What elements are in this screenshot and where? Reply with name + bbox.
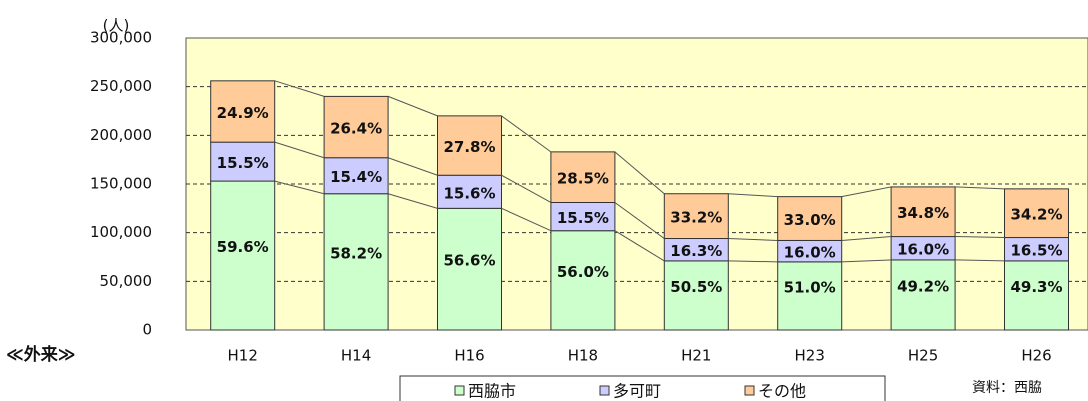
- bar-segment: [437, 115, 502, 176]
- connector-line: [274, 80, 325, 97]
- x-tick-label: H14: [341, 347, 371, 365]
- bar-segment: [890, 186, 956, 238]
- bar-segment: [437, 174, 502, 209]
- connector-line: [274, 141, 325, 159]
- connector-line: [841, 186, 892, 198]
- share-label: 33.0%: [784, 211, 836, 229]
- connector-line: [614, 202, 665, 239]
- connector-line: [614, 230, 665, 262]
- share-label: 49.2%: [897, 277, 949, 295]
- share-label: 33.2%: [670, 209, 722, 227]
- bar-segment: [437, 207, 502, 331]
- legend: [399, 375, 886, 401]
- share-label: 34.2%: [1010, 206, 1062, 224]
- share-label: 34.8%: [897, 204, 949, 222]
- share-label: 16.0%: [897, 241, 949, 259]
- bar-segment: [323, 95, 389, 159]
- share-label: 24.9%: [217, 104, 269, 122]
- share-label: 50.5%: [670, 278, 722, 296]
- x-tick-label: H25: [908, 347, 938, 365]
- x-tick-label: H18: [568, 347, 598, 365]
- share-label: 26.4%: [330, 120, 382, 138]
- bar-segment: [550, 201, 616, 232]
- bar-segment: [550, 151, 616, 203]
- y-tick-label: 0: [142, 321, 152, 339]
- share-label: 15.6%: [443, 184, 495, 202]
- y-tick-label: 50,000: [100, 272, 153, 290]
- legend-swatch: [454, 385, 465, 396]
- connector-line: [955, 236, 1005, 239]
- bar-segment: [323, 157, 389, 195]
- bar-segment: [323, 193, 389, 331]
- connector-line: [841, 236, 892, 241]
- source: 資料：西脇: [972, 380, 1042, 396]
- bar-segment: [663, 193, 729, 240]
- share-label: 49.3%: [1010, 278, 1062, 296]
- connector-line: [614, 151, 665, 195]
- legend-label: 西脇市: [468, 382, 516, 401]
- share-label: 51.0%: [784, 278, 836, 296]
- bar-segment: [777, 261, 843, 331]
- bar-segment: [663, 260, 729, 331]
- bar-segment: [777, 196, 843, 241]
- share-label: 56.0%: [557, 263, 609, 281]
- share-label: 28.5%: [557, 170, 609, 188]
- share-label: 59.6%: [217, 238, 269, 256]
- bar-segment: [210, 80, 276, 143]
- share-label: 56.6%: [443, 252, 495, 270]
- share-label: 27.8%: [443, 138, 495, 156]
- connector-line: [841, 259, 892, 263]
- connector-line: [728, 193, 778, 198]
- share-label: 16.3%: [670, 242, 722, 260]
- connector-line: [955, 259, 1005, 262]
- connector-line: [387, 193, 438, 209]
- bar-segment: [1004, 260, 1069, 331]
- bar-segment: [890, 259, 956, 331]
- share-label: 16.0%: [784, 244, 836, 262]
- legend-swatch: [744, 385, 755, 396]
- connector-line: [501, 115, 552, 153]
- y-tick-label: 250,000: [90, 77, 152, 95]
- connector-line: [955, 186, 1005, 190]
- share-label: 16.5%: [1010, 242, 1062, 260]
- x-tick-label: H23: [795, 347, 825, 365]
- bar-segment: [1004, 188, 1069, 239]
- section-label: ≪外来≫: [6, 344, 76, 365]
- share-label: 15.5%: [217, 154, 269, 172]
- legend-label: 多可町: [613, 382, 661, 401]
- connector-line: [501, 174, 552, 203]
- y-unit: (人): [103, 17, 130, 35]
- connector-line: [728, 238, 778, 241]
- y-tick-label: 200,000: [90, 126, 152, 144]
- share-label: 15.5%: [557, 209, 609, 227]
- y-tick-label: 100,000: [90, 223, 152, 241]
- legend-label: その他: [758, 382, 806, 401]
- bar-segment: [210, 180, 276, 331]
- x-tick-label: H16: [454, 347, 484, 365]
- share-label: 58.2%: [330, 244, 382, 262]
- connector-line: [387, 95, 438, 117]
- legend-swatch: [599, 385, 610, 396]
- connector-line: [501, 207, 552, 232]
- y-tick-label: 300,000: [90, 29, 152, 47]
- x-tick-label: H26: [1021, 347, 1051, 365]
- y-tick-label: 150,000: [90, 175, 152, 193]
- x-tick-label: H12: [228, 347, 258, 365]
- bar-segment: [550, 230, 616, 331]
- connector-line: [387, 157, 438, 176]
- x-tick-label: H21: [681, 347, 711, 365]
- share-label: 15.4%: [330, 168, 382, 186]
- connector-line: [274, 180, 325, 195]
- connector-line: [728, 260, 778, 263]
